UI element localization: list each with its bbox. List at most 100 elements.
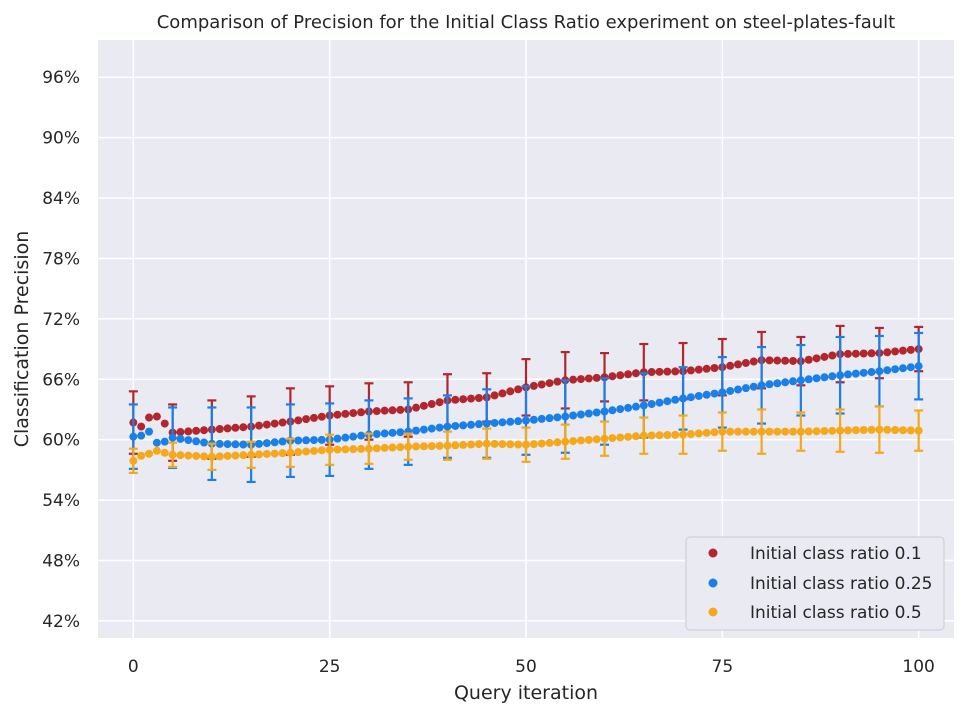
data-point [679, 394, 688, 403]
data-point [576, 375, 585, 384]
data-point [514, 385, 523, 394]
data-point [262, 420, 271, 429]
data-point [364, 444, 373, 453]
data-point [168, 433, 177, 442]
data-point [891, 365, 900, 374]
data-point [726, 427, 735, 436]
series-layer [128, 324, 924, 484]
legend-marker-2 [708, 607, 718, 617]
data-point [207, 452, 216, 461]
data-point [427, 400, 436, 409]
data-point [828, 372, 837, 381]
data-point [529, 381, 538, 390]
data-point [608, 434, 617, 443]
x-tick-label: 25 [319, 657, 341, 677]
data-point [553, 377, 562, 386]
data-point [859, 426, 868, 435]
data-point [262, 439, 271, 448]
data-point [254, 439, 263, 448]
data-point [514, 440, 523, 449]
data-point [741, 358, 750, 367]
data-point [231, 423, 240, 432]
data-point [710, 389, 719, 398]
data-point [553, 413, 562, 422]
data-point [145, 413, 154, 422]
data-point [270, 419, 279, 428]
data-point [200, 452, 209, 461]
data-point [451, 441, 460, 450]
data-point [671, 430, 680, 439]
data-point [663, 431, 672, 440]
data-point [412, 426, 421, 435]
data-point [333, 410, 342, 419]
data-point [757, 381, 766, 390]
x-tick-label: 0 [128, 657, 139, 677]
data-point [443, 422, 452, 431]
data-point [726, 386, 735, 395]
legend-marker-1 [708, 578, 718, 588]
data-point [781, 427, 790, 436]
y-tick-label: 66% [42, 370, 80, 390]
data-point [734, 360, 743, 369]
data-point [710, 363, 719, 372]
data-point [435, 398, 444, 407]
data-point [686, 366, 695, 375]
legend-label-1: Initial class ratio 0.25 [750, 574, 933, 594]
data-point [357, 431, 366, 440]
data-point [883, 425, 892, 434]
data-point [270, 438, 279, 447]
data-point [522, 440, 530, 449]
data-point [506, 440, 515, 449]
data-point [152, 446, 161, 455]
data-point [160, 419, 169, 428]
x-tick-labels: 0 25 50 75 100 [128, 657, 935, 677]
data-point [906, 345, 915, 354]
y-tick-label: 90% [42, 129, 80, 149]
data-point [796, 427, 805, 436]
data-point [357, 408, 366, 417]
data-point [309, 413, 318, 422]
data-point [506, 387, 515, 396]
data-point [647, 431, 656, 440]
data-point [663, 397, 672, 406]
data-point [576, 410, 585, 419]
data-point [545, 414, 554, 423]
data-point [702, 390, 711, 399]
data-point [820, 352, 829, 361]
data-point [694, 429, 703, 438]
data-point [419, 425, 428, 434]
data-point [419, 442, 428, 451]
data-point [906, 426, 915, 435]
data-point [859, 368, 868, 377]
data-point [812, 354, 821, 363]
data-point [545, 379, 554, 388]
data-point [631, 369, 640, 378]
data-point [624, 370, 633, 379]
data-point [262, 449, 271, 458]
data-point [702, 428, 711, 437]
chart-title: Comparison of Precision for the Initial … [157, 12, 896, 33]
legend: Initial class ratio 0.1 Initial class ra… [685, 536, 945, 631]
data-point [490, 418, 499, 427]
data-point [851, 349, 860, 358]
data-point [843, 349, 852, 358]
y-tick-label: 42% [42, 612, 80, 632]
data-point [537, 439, 546, 448]
data-point [867, 349, 876, 358]
data-point [686, 393, 695, 402]
data-point [702, 364, 711, 373]
data-point [836, 426, 845, 435]
data-point [514, 417, 523, 426]
data-point [223, 451, 232, 460]
data-point [380, 443, 389, 452]
data-point [734, 385, 743, 394]
y-tick-label: 60% [42, 431, 80, 451]
data-point [435, 423, 444, 432]
data-point [545, 438, 554, 447]
data-point [608, 406, 617, 415]
data-point [474, 440, 483, 449]
data-point [891, 347, 900, 356]
data-point [223, 424, 232, 433]
data-point [254, 421, 263, 430]
